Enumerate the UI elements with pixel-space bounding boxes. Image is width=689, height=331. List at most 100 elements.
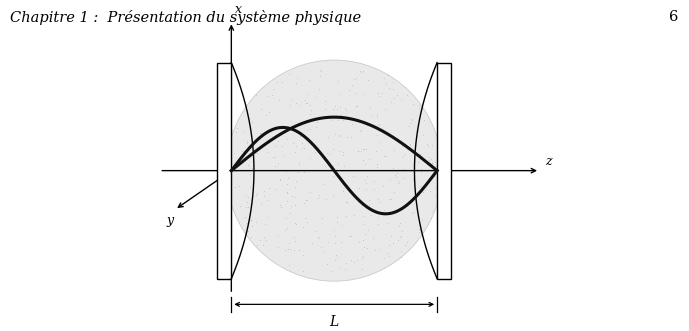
Point [291, 76, 302, 81]
Point [338, 188, 349, 194]
Point [298, 169, 309, 175]
Point [274, 176, 285, 181]
Point [243, 163, 254, 168]
Point [302, 91, 313, 96]
Point [261, 214, 272, 219]
Point [360, 186, 371, 192]
Point [306, 107, 317, 113]
Point [387, 165, 398, 170]
Point [380, 106, 391, 112]
Point [329, 240, 340, 245]
Point [231, 129, 242, 134]
Point [344, 187, 356, 192]
Point [233, 183, 244, 189]
Point [331, 253, 342, 258]
Point [347, 174, 358, 179]
Point [331, 254, 342, 260]
Point [429, 159, 440, 164]
Point [431, 193, 442, 199]
Point [410, 133, 421, 139]
Point [424, 155, 435, 160]
Point [247, 119, 258, 124]
Point [282, 137, 293, 142]
Point [384, 86, 395, 91]
Point [395, 221, 406, 226]
Point [232, 125, 243, 131]
Point [358, 253, 369, 259]
Point [366, 213, 377, 218]
Point [297, 252, 308, 257]
Point [298, 145, 309, 150]
Point [276, 144, 287, 149]
Point [414, 156, 425, 161]
Point [378, 212, 389, 217]
Point [389, 189, 400, 194]
Point [361, 147, 372, 152]
Point [327, 173, 338, 179]
Point [371, 161, 382, 166]
Point [300, 198, 311, 203]
Point [305, 126, 316, 131]
Point [351, 75, 362, 81]
Point [234, 203, 245, 209]
Point [280, 215, 291, 220]
Point [322, 240, 333, 245]
Point [430, 185, 441, 190]
Point [282, 225, 293, 230]
Point [391, 170, 402, 176]
Point [267, 93, 278, 98]
Point [340, 266, 351, 271]
Point [371, 164, 382, 169]
Point [358, 146, 369, 152]
Point [401, 92, 412, 97]
Point [426, 161, 437, 166]
Point [434, 157, 445, 162]
Point [372, 215, 383, 220]
Point [269, 154, 280, 160]
Point [259, 222, 270, 227]
Point [239, 214, 250, 220]
Point [375, 199, 386, 204]
Point [329, 103, 340, 109]
Point [245, 171, 256, 176]
Point [289, 239, 300, 244]
Point [398, 167, 409, 172]
Point [378, 255, 389, 260]
Point [251, 242, 263, 248]
Point [332, 214, 343, 220]
Point [331, 219, 342, 224]
Point [319, 98, 330, 104]
Point [338, 180, 349, 185]
Point [314, 68, 325, 73]
Text: y: y [166, 214, 173, 227]
Point [302, 127, 313, 132]
Point [407, 117, 418, 122]
Point [398, 176, 409, 181]
Point [296, 141, 307, 146]
Point [289, 202, 300, 207]
Point [399, 151, 410, 156]
Point [373, 196, 384, 202]
Point [334, 104, 345, 109]
Point [229, 185, 240, 190]
Point [242, 220, 253, 225]
Point [344, 87, 355, 92]
Point [393, 224, 404, 229]
Point [257, 242, 268, 248]
Point [273, 232, 284, 238]
Point [357, 202, 368, 208]
Point [333, 91, 344, 97]
Point [358, 221, 369, 226]
Point [360, 161, 371, 166]
Point [379, 207, 390, 213]
Point [389, 147, 400, 153]
Point [279, 227, 290, 232]
Text: 6: 6 [669, 10, 679, 24]
Point [358, 91, 369, 96]
Point [331, 107, 342, 112]
Point [434, 179, 445, 184]
Point [366, 114, 377, 119]
Point [363, 202, 374, 208]
Point [358, 68, 369, 73]
Point [305, 103, 316, 108]
